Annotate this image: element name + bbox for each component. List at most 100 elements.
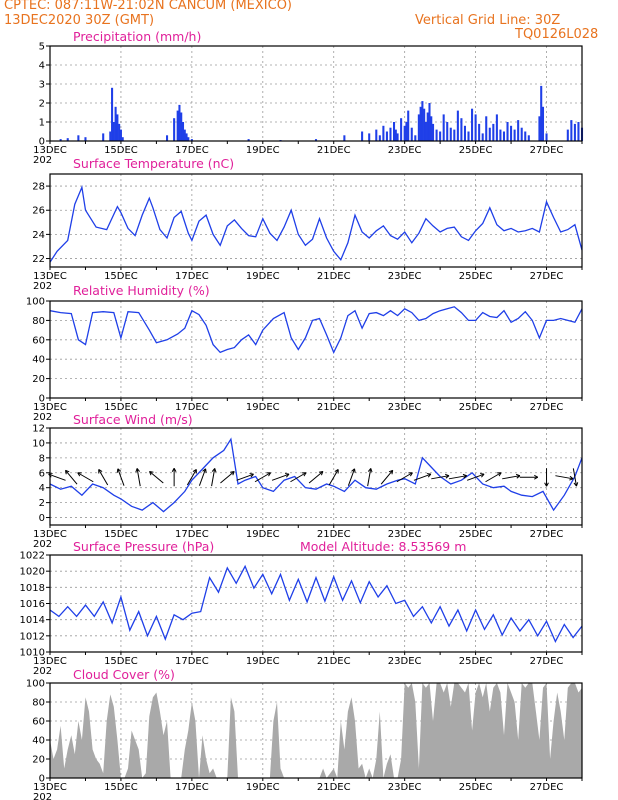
wind-series-line bbox=[49, 437, 583, 513]
x-tick-label: 17DEC bbox=[175, 271, 209, 282]
precip-bar bbox=[118, 123, 121, 141]
station-title: CPTEC: 087:11W-21:02N CANCUM (MEXICO) bbox=[4, 0, 292, 13]
x-tick-label: 27DEC bbox=[530, 145, 564, 156]
precip-bar bbox=[111, 87, 114, 141]
precip-bar bbox=[485, 116, 488, 141]
wind-arrow-head bbox=[48, 473, 53, 475]
precip-bar bbox=[419, 106, 422, 141]
wind-arrow bbox=[198, 468, 207, 486]
y-tick-label: 60 bbox=[32, 717, 45, 728]
wind-arrow bbox=[117, 468, 125, 486]
precip-bar bbox=[506, 122, 509, 141]
precip-bar bbox=[396, 133, 399, 141]
y-tick-label: 12 bbox=[32, 424, 45, 435]
x-tick-label: 25DEC bbox=[459, 271, 493, 282]
precip-bar bbox=[478, 123, 481, 141]
wind-arrow-head bbox=[202, 468, 206, 472]
precip-bar bbox=[573, 123, 576, 141]
wind-title: Surface Wind (m/s) bbox=[73, 412, 193, 427]
y-tick-label: 26 bbox=[32, 206, 45, 217]
y-tick-label: 40 bbox=[32, 736, 45, 747]
wind-arrow-head bbox=[575, 482, 579, 487]
wind-arrow-head bbox=[268, 472, 272, 477]
wind-arrow bbox=[347, 468, 356, 486]
wind-arrow-head bbox=[463, 475, 468, 479]
precip-bar bbox=[368, 133, 371, 141]
wind-arrow-head bbox=[534, 476, 539, 480]
precip-bar bbox=[247, 139, 250, 141]
wind-panel: 0 2 4 6 8 10 12 13DEC 15DEC 17DEC 19DEC 21DEC 23DEC 2… bbox=[32, 412, 583, 550]
x-tick-label: 21DEC bbox=[317, 529, 351, 540]
temp-title: Surface Temperature (nC) bbox=[73, 156, 234, 171]
wind-arrow bbox=[77, 472, 94, 483]
y-tick-label: 2 bbox=[39, 498, 45, 509]
x-tick-label: 17DEC bbox=[175, 402, 209, 413]
x-tick-label: 25DEC bbox=[459, 656, 493, 667]
wind-arrow-head bbox=[354, 468, 356, 473]
wind-arrow bbox=[186, 469, 197, 486]
precip-bar bbox=[541, 106, 545, 141]
x-year-label: 202 bbox=[33, 539, 52, 550]
x-tick-label: 17DEC bbox=[175, 782, 209, 793]
x-tick-label: 21DEC bbox=[317, 271, 351, 282]
precip-bar bbox=[314, 139, 318, 141]
wind-arrow-head bbox=[426, 473, 431, 475]
precip-bar bbox=[116, 114, 119, 141]
wind-arrow bbox=[396, 472, 413, 483]
wind-arrow-head bbox=[370, 468, 373, 473]
wind-arrow bbox=[308, 471, 324, 484]
precip-bar bbox=[423, 108, 426, 141]
wind-arrow-head bbox=[65, 470, 67, 475]
precip-bar bbox=[400, 118, 403, 141]
x-tick-label: 23DEC bbox=[388, 782, 422, 793]
precip-bar bbox=[410, 127, 413, 141]
x-tick-label: 15DEC bbox=[104, 145, 138, 156]
x-tick-label: 13DEC bbox=[33, 145, 67, 156]
x-tick-label: 27DEC bbox=[530, 402, 564, 413]
precip-bar bbox=[538, 116, 541, 141]
model-altitude-note: Model Altitude: 8.53569 m bbox=[300, 539, 466, 554]
x-tick-label: 27DEC bbox=[530, 271, 564, 282]
precip-bar bbox=[460, 118, 463, 141]
wind-arrow-head bbox=[249, 473, 254, 475]
y-tick-label: 40 bbox=[32, 355, 45, 366]
wind-arrow bbox=[328, 469, 339, 486]
wind-arrow-head bbox=[211, 468, 216, 472]
precip-bar bbox=[190, 139, 193, 141]
wind-arrow-head bbox=[515, 473, 521, 477]
wind-arrow-head bbox=[573, 482, 577, 487]
x-tick-label: 17DEC bbox=[175, 529, 209, 540]
y-tick-label: 60 bbox=[32, 335, 45, 346]
y-tick-label: 24 bbox=[32, 230, 45, 241]
cloud-title: Cloud Cover (%) bbox=[73, 667, 175, 682]
wind-arrow-head bbox=[481, 473, 485, 478]
x-tick-label: 25DEC bbox=[459, 145, 493, 156]
y-tick-label: 6 bbox=[39, 468, 45, 479]
precip-bar bbox=[361, 131, 364, 141]
precip-bar bbox=[180, 112, 183, 141]
x-tick-label: 13DEC bbox=[33, 402, 67, 413]
x-tick-label: 27DEC bbox=[530, 656, 564, 667]
y-tick-label: 20 bbox=[32, 755, 45, 766]
temp-panel: 22 24 26 28 13DEC 15DEC 17DEC 19DEC 21DEC 23DEC 25… bbox=[32, 156, 583, 292]
chart-header: CPTEC: 087:11W-21:02N CANCUM (MEXICO) 13… bbox=[0, 0, 618, 46]
precip-bar bbox=[492, 123, 495, 141]
x-tick-label: 13DEC bbox=[33, 656, 67, 667]
precip-bar bbox=[446, 122, 449, 141]
wind-arrow bbox=[220, 471, 235, 484]
temp-frame bbox=[49, 173, 583, 268]
wind-arrow-head bbox=[149, 471, 152, 476]
precip-bar bbox=[173, 118, 176, 141]
y-tick-label: 0 bbox=[39, 394, 45, 405]
y-tick-label: 100 bbox=[26, 297, 45, 308]
y-tick-label: 4 bbox=[39, 483, 45, 494]
wind-arrow-head bbox=[480, 473, 485, 475]
precip-bar bbox=[570, 120, 573, 141]
y-tick-label: 20 bbox=[32, 374, 45, 385]
wind-arrow-head bbox=[171, 468, 175, 472]
x-tick-label: 21DEC bbox=[317, 145, 351, 156]
precip-bar bbox=[432, 123, 435, 141]
x-tick-label: 19DEC bbox=[246, 402, 280, 413]
wind-arrow-head bbox=[569, 475, 574, 480]
wind-arrow bbox=[485, 472, 502, 483]
